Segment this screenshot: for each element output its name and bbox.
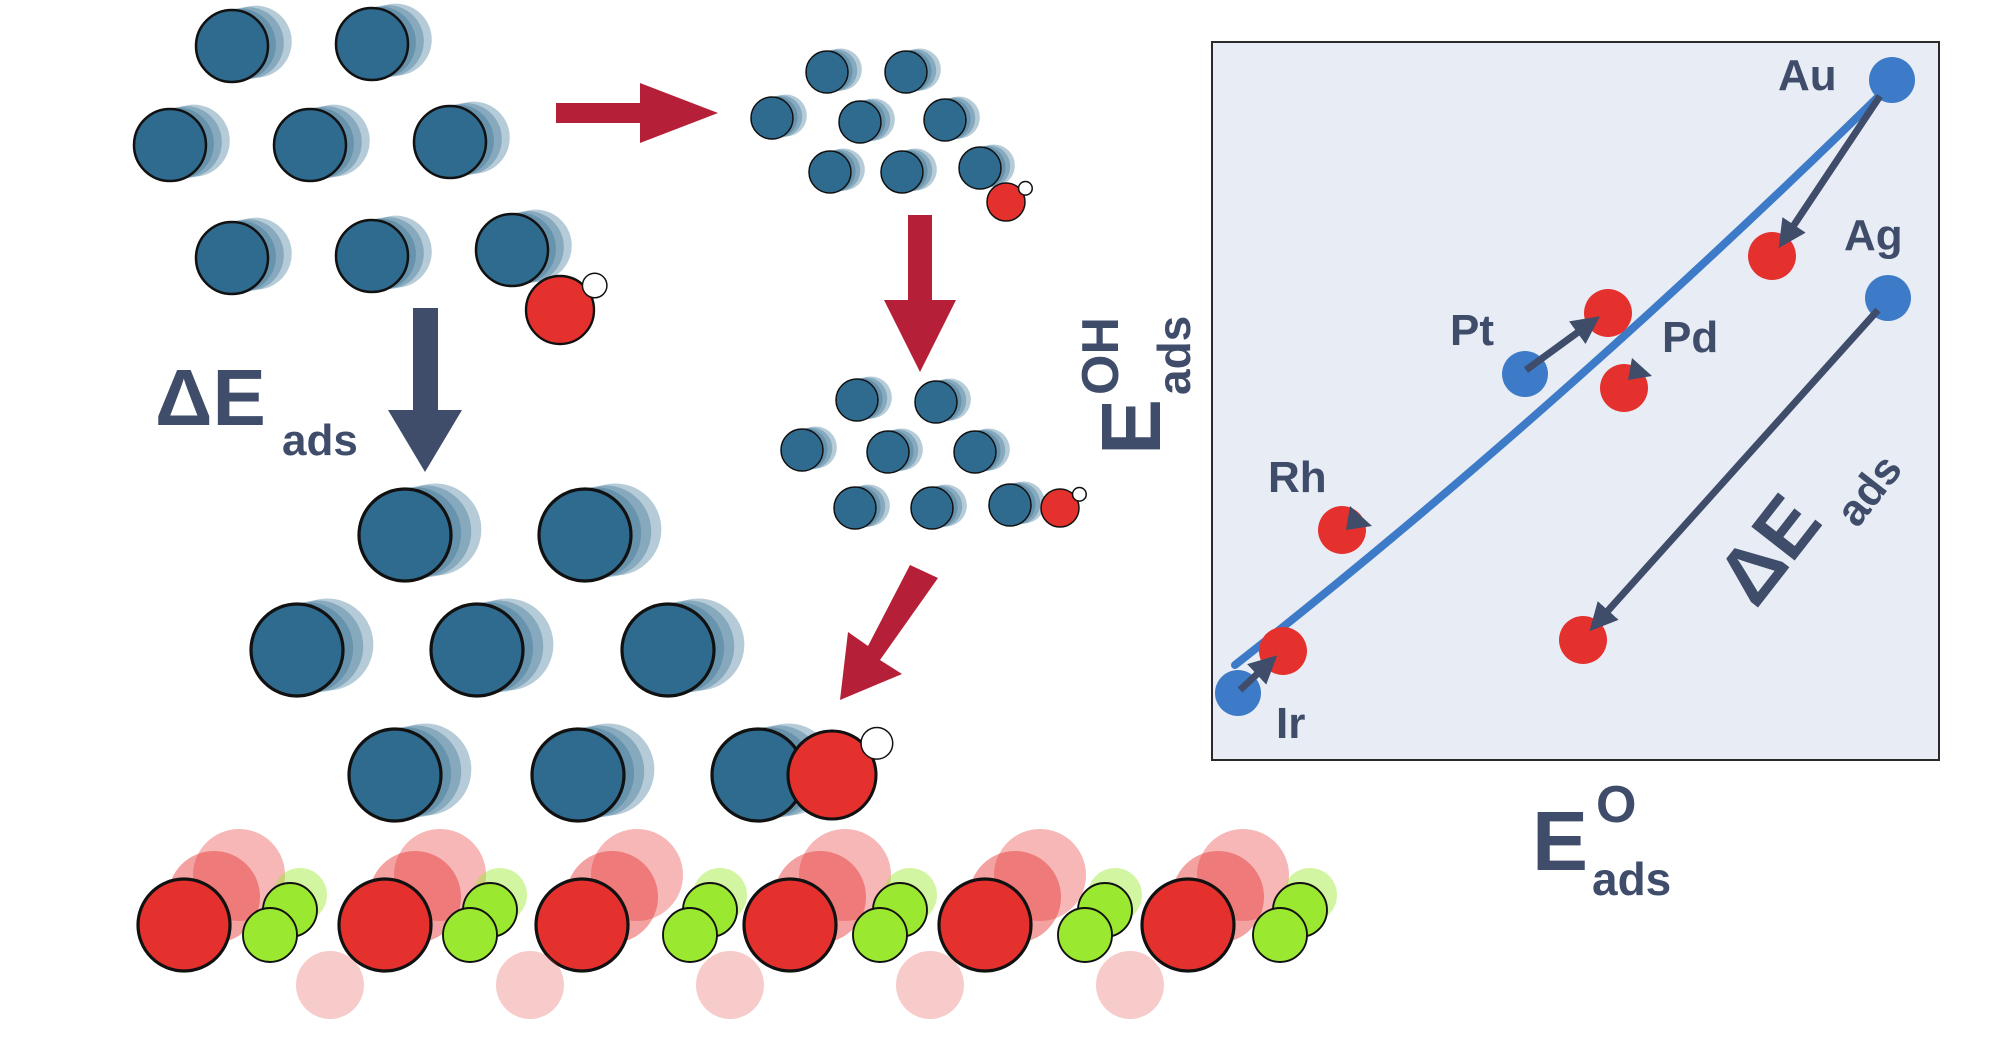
metal-atom [953, 430, 997, 474]
ag-label: Ag [1844, 211, 1903, 260]
support-oxygen-lower [296, 951, 364, 1019]
support-oxygen-lower [696, 951, 764, 1019]
metal-atom [334, 6, 410, 82]
oxygen-atom [1040, 488, 1080, 528]
support-oxygen [937, 877, 1033, 973]
support-cation [1252, 907, 1308, 963]
metal-atom [530, 727, 626, 823]
metal-atom [272, 107, 348, 183]
delta-e-arrow [388, 308, 462, 472]
metal-atom [194, 8, 270, 84]
arrow-down [884, 215, 956, 372]
oxygen-atom [786, 729, 878, 821]
support-oxygen [534, 877, 630, 973]
metal-atom [923, 98, 967, 142]
metal-atom [884, 50, 928, 94]
metal-atom [838, 100, 882, 144]
metal-atom [914, 380, 958, 424]
pd-shift-arrow [1628, 358, 1652, 380]
support-oxygen-lower [896, 951, 964, 1019]
metal-atom [835, 378, 879, 422]
metal-atom [780, 428, 824, 472]
metal-atom [412, 104, 488, 180]
support-oxygen [136, 877, 232, 973]
pd-label: Pd [1662, 313, 1718, 362]
support-cation [442, 907, 498, 963]
au-point [1869, 57, 1915, 103]
metal-atom [194, 220, 270, 296]
au-label: Au [1778, 51, 1837, 100]
metal-atom [357, 487, 453, 583]
support-cation [1057, 907, 1113, 963]
rh-label: Rh [1268, 453, 1327, 502]
arrow-right [556, 83, 718, 143]
metal-atom [537, 487, 633, 583]
ir-shift-arrow [1237, 655, 1278, 693]
metal-atom [347, 727, 443, 823]
plot-points [1215, 57, 1915, 716]
metal-cluster-supported [249, 483, 894, 823]
hydrogen-atom [1017, 180, 1033, 196]
metal-cluster-mid-right [780, 376, 1087, 530]
support-cation [662, 907, 718, 963]
metal-atom [988, 483, 1032, 527]
metal-atom [833, 486, 877, 530]
metal-atom [132, 107, 208, 183]
metal-atom [910, 486, 954, 530]
metal-atom [429, 602, 525, 698]
pt-shift-arrow [1523, 316, 1600, 373]
y-axis-subscript: ads [1148, 316, 1200, 395]
ir-label: Ir [1276, 699, 1305, 748]
support-oxygen [337, 877, 433, 973]
metal-atom [808, 150, 852, 194]
ag-shift-arrow [1589, 307, 1881, 632]
metal-atom [750, 96, 794, 140]
rh-o-point [1318, 506, 1366, 554]
delta-e-label: ΔE [155, 353, 266, 442]
metal-atom [249, 602, 345, 698]
support-cation [242, 907, 298, 963]
scaling-line [1231, 91, 1884, 669]
hydrogen-atom [581, 272, 608, 299]
oxygen-atom [986, 182, 1026, 222]
x-axis-subscript: ads [1592, 853, 1671, 905]
process-arrows [556, 83, 956, 700]
metal-atom [880, 150, 924, 194]
y-axis-label: E [1084, 399, 1178, 455]
support-cation [852, 907, 908, 963]
support-oxygen [742, 877, 838, 973]
x-axis-superscript: O [1596, 776, 1636, 834]
metal-atom [866, 430, 910, 474]
support-surface [136, 829, 1337, 1019]
metal-atom [805, 50, 849, 94]
hydrogen-atom [860, 726, 894, 760]
au-shift-arrow [1778, 94, 1883, 249]
rh-shift-arrow [1346, 506, 1372, 530]
pt-label: Pt [1450, 306, 1494, 355]
metal-atom [958, 146, 1002, 190]
x-axis-label: E [1532, 794, 1588, 888]
arrow-down-left [840, 565, 938, 700]
metal-cluster-top-right [750, 48, 1033, 222]
delta-e-subscript: ads [282, 416, 358, 465]
metal-atom [620, 602, 716, 698]
y-axis-superscript: OH [1072, 317, 1130, 395]
support-oxygen-lower [496, 951, 564, 1019]
support-oxygen-lower [1096, 951, 1164, 1019]
hydrogen-atom [1071, 486, 1087, 502]
metal-atom [474, 212, 550, 288]
metal-cluster-top-left [132, 3, 608, 346]
oxygen-atom [524, 274, 596, 346]
scaling-plot: Au Ag Pt Pd Rh Ir ΔE ads [1211, 41, 1940, 761]
support-oxygen [1140, 877, 1236, 973]
metal-atom [334, 218, 410, 294]
au-o-point [1748, 232, 1796, 280]
pt-o-point [1584, 289, 1632, 337]
